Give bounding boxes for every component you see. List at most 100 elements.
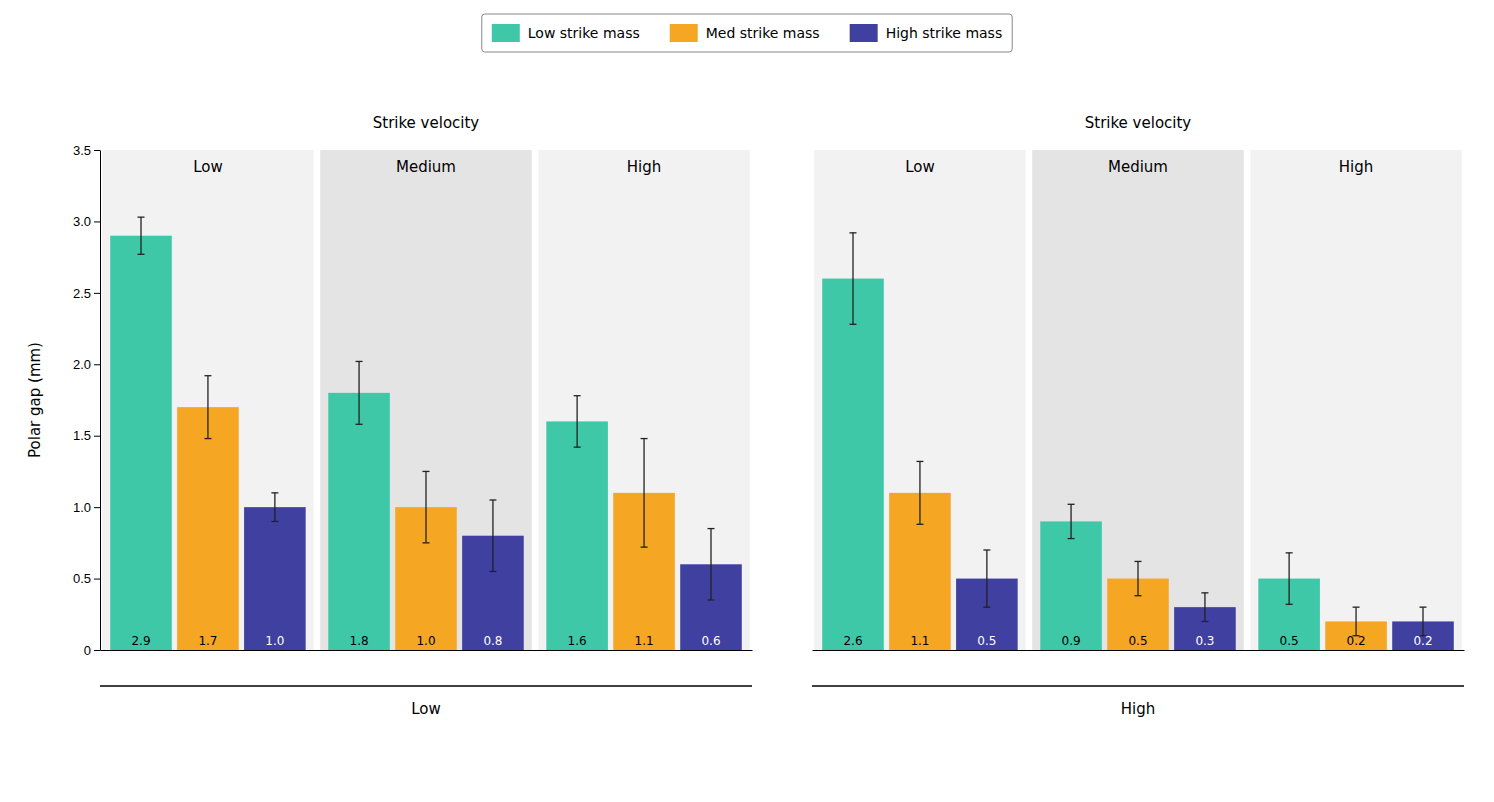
error-bar [356,361,363,424]
error-bar-cap [423,542,430,543]
error-bar-cap [423,471,430,472]
error-bar-stem [1355,607,1356,636]
y-tick: 3.0 [73,214,100,229]
data-labels: 2.60.90.51.10.50.20.50.30.2 [843,634,1432,648]
error-bar-stem [1288,553,1289,604]
error-bar [641,439,648,548]
legend-item: High strike mass [850,24,1003,42]
category-label: High [1339,158,1373,176]
error-bar-cap [916,461,923,462]
error-bar [1068,504,1075,538]
y-tick: 3.5 [73,143,100,158]
y-tick-label: 3.5 [73,143,91,158]
legend-label: Med strike mass [706,25,820,41]
error-bar-cap [1419,606,1426,607]
y-tick-mark [94,293,100,294]
y-tick-mark [94,436,100,437]
data-label: 1.1 [910,634,929,648]
chart-root: 2.91.81.61.71.01.11.00.80.6LowMediumHigh… [0,0,1494,802]
legend-label: Low strike mass [528,25,640,41]
data-label: 1.8 [350,634,369,648]
error-bar [574,396,581,447]
error-bar-stem [425,471,426,542]
y-tick-label: 2.5 [73,286,91,301]
error-bar [1135,561,1142,595]
x-axis-line [101,650,753,651]
legend-item: Med strike mass [670,24,820,42]
error-bar-cap [574,446,581,447]
bar [110,236,172,650]
panel-title: High [1121,700,1155,718]
x-axis-title: Strike velocity [1085,114,1192,132]
error-bar-stem [986,550,987,607]
error-bar-stem [710,529,711,600]
error-bar-cap [1068,504,1075,505]
y-tick: 0.5 [73,571,100,586]
error-bar-cap [138,216,145,217]
error-bar-stem [852,233,853,324]
error-bar-cap [1135,595,1142,596]
data-label: 1.7 [198,634,217,648]
plot-marks [822,233,1454,650]
y-tick-label: 0.5 [73,571,91,586]
group-background [320,150,532,650]
legend: Low strike mass Med strike mass High strik… [482,14,1012,52]
legend-item: Low strike mass [492,24,640,42]
error-bar-cap [1135,561,1142,562]
data-label: 2.6 [843,634,862,648]
error-bar-cap [707,528,714,529]
error-bar [1201,593,1208,622]
error-bar-cap [204,438,211,439]
legend-swatch [492,24,520,42]
error-bar-cap [271,521,278,522]
error-bar-cap [489,499,496,500]
error-bar-cap [1068,538,1075,539]
error-bar-stem [1422,607,1423,636]
data-label: 1.1 [635,634,654,648]
error-bar-cap [489,571,496,572]
y-tick-label: 1.5 [73,428,91,443]
bar [546,421,608,650]
error-bar [138,217,145,254]
y-tick-label: 3.0 [73,214,91,229]
error-bar [271,493,278,522]
y-tick: 2.5 [73,286,100,301]
y-tick-label: 1.0 [73,500,91,515]
data-label: 0.5 [1128,634,1147,648]
legend-swatch [850,24,878,42]
error-bar-cap [1286,552,1293,553]
bar [244,507,306,650]
group-background [814,150,1026,650]
group-background [1250,150,1462,650]
error-bar-cap [707,599,714,600]
error-bar-cap [1201,592,1208,593]
panel-underline [100,685,752,687]
error-bar-stem [1137,561,1138,595]
y-tick-label: 0 [84,643,91,658]
legend-frame [482,14,1012,52]
data-label: 0.6 [701,634,720,648]
error-bar-cap [138,254,145,255]
x-axis [813,650,1465,651]
category-label: Low [905,158,935,176]
error-bar [983,550,990,607]
data-label: 1.0 [416,634,435,648]
group-background [538,150,750,650]
error-bar-cap [356,361,363,362]
data-label: 0.2 [1347,634,1366,648]
error-bar-stem [1070,504,1071,538]
error-bar-stem [643,439,644,548]
y-tick: 2.0 [73,357,100,372]
error-bar [916,461,923,524]
error-bar-cap [916,524,923,525]
y-axis: 0 0.5 1.0 1.5 2.0 2.5 3.0 3.5 [73,143,101,658]
error-bar [423,471,430,542]
error-bar-cap [271,492,278,493]
error-bar-stem [919,461,920,524]
error-bar [707,529,714,600]
error-bar [489,500,496,571]
y-tick-mark [94,579,100,580]
error-bar-cap [641,438,648,439]
data-label: 2.9 [131,634,150,648]
error-bar [1419,607,1426,636]
